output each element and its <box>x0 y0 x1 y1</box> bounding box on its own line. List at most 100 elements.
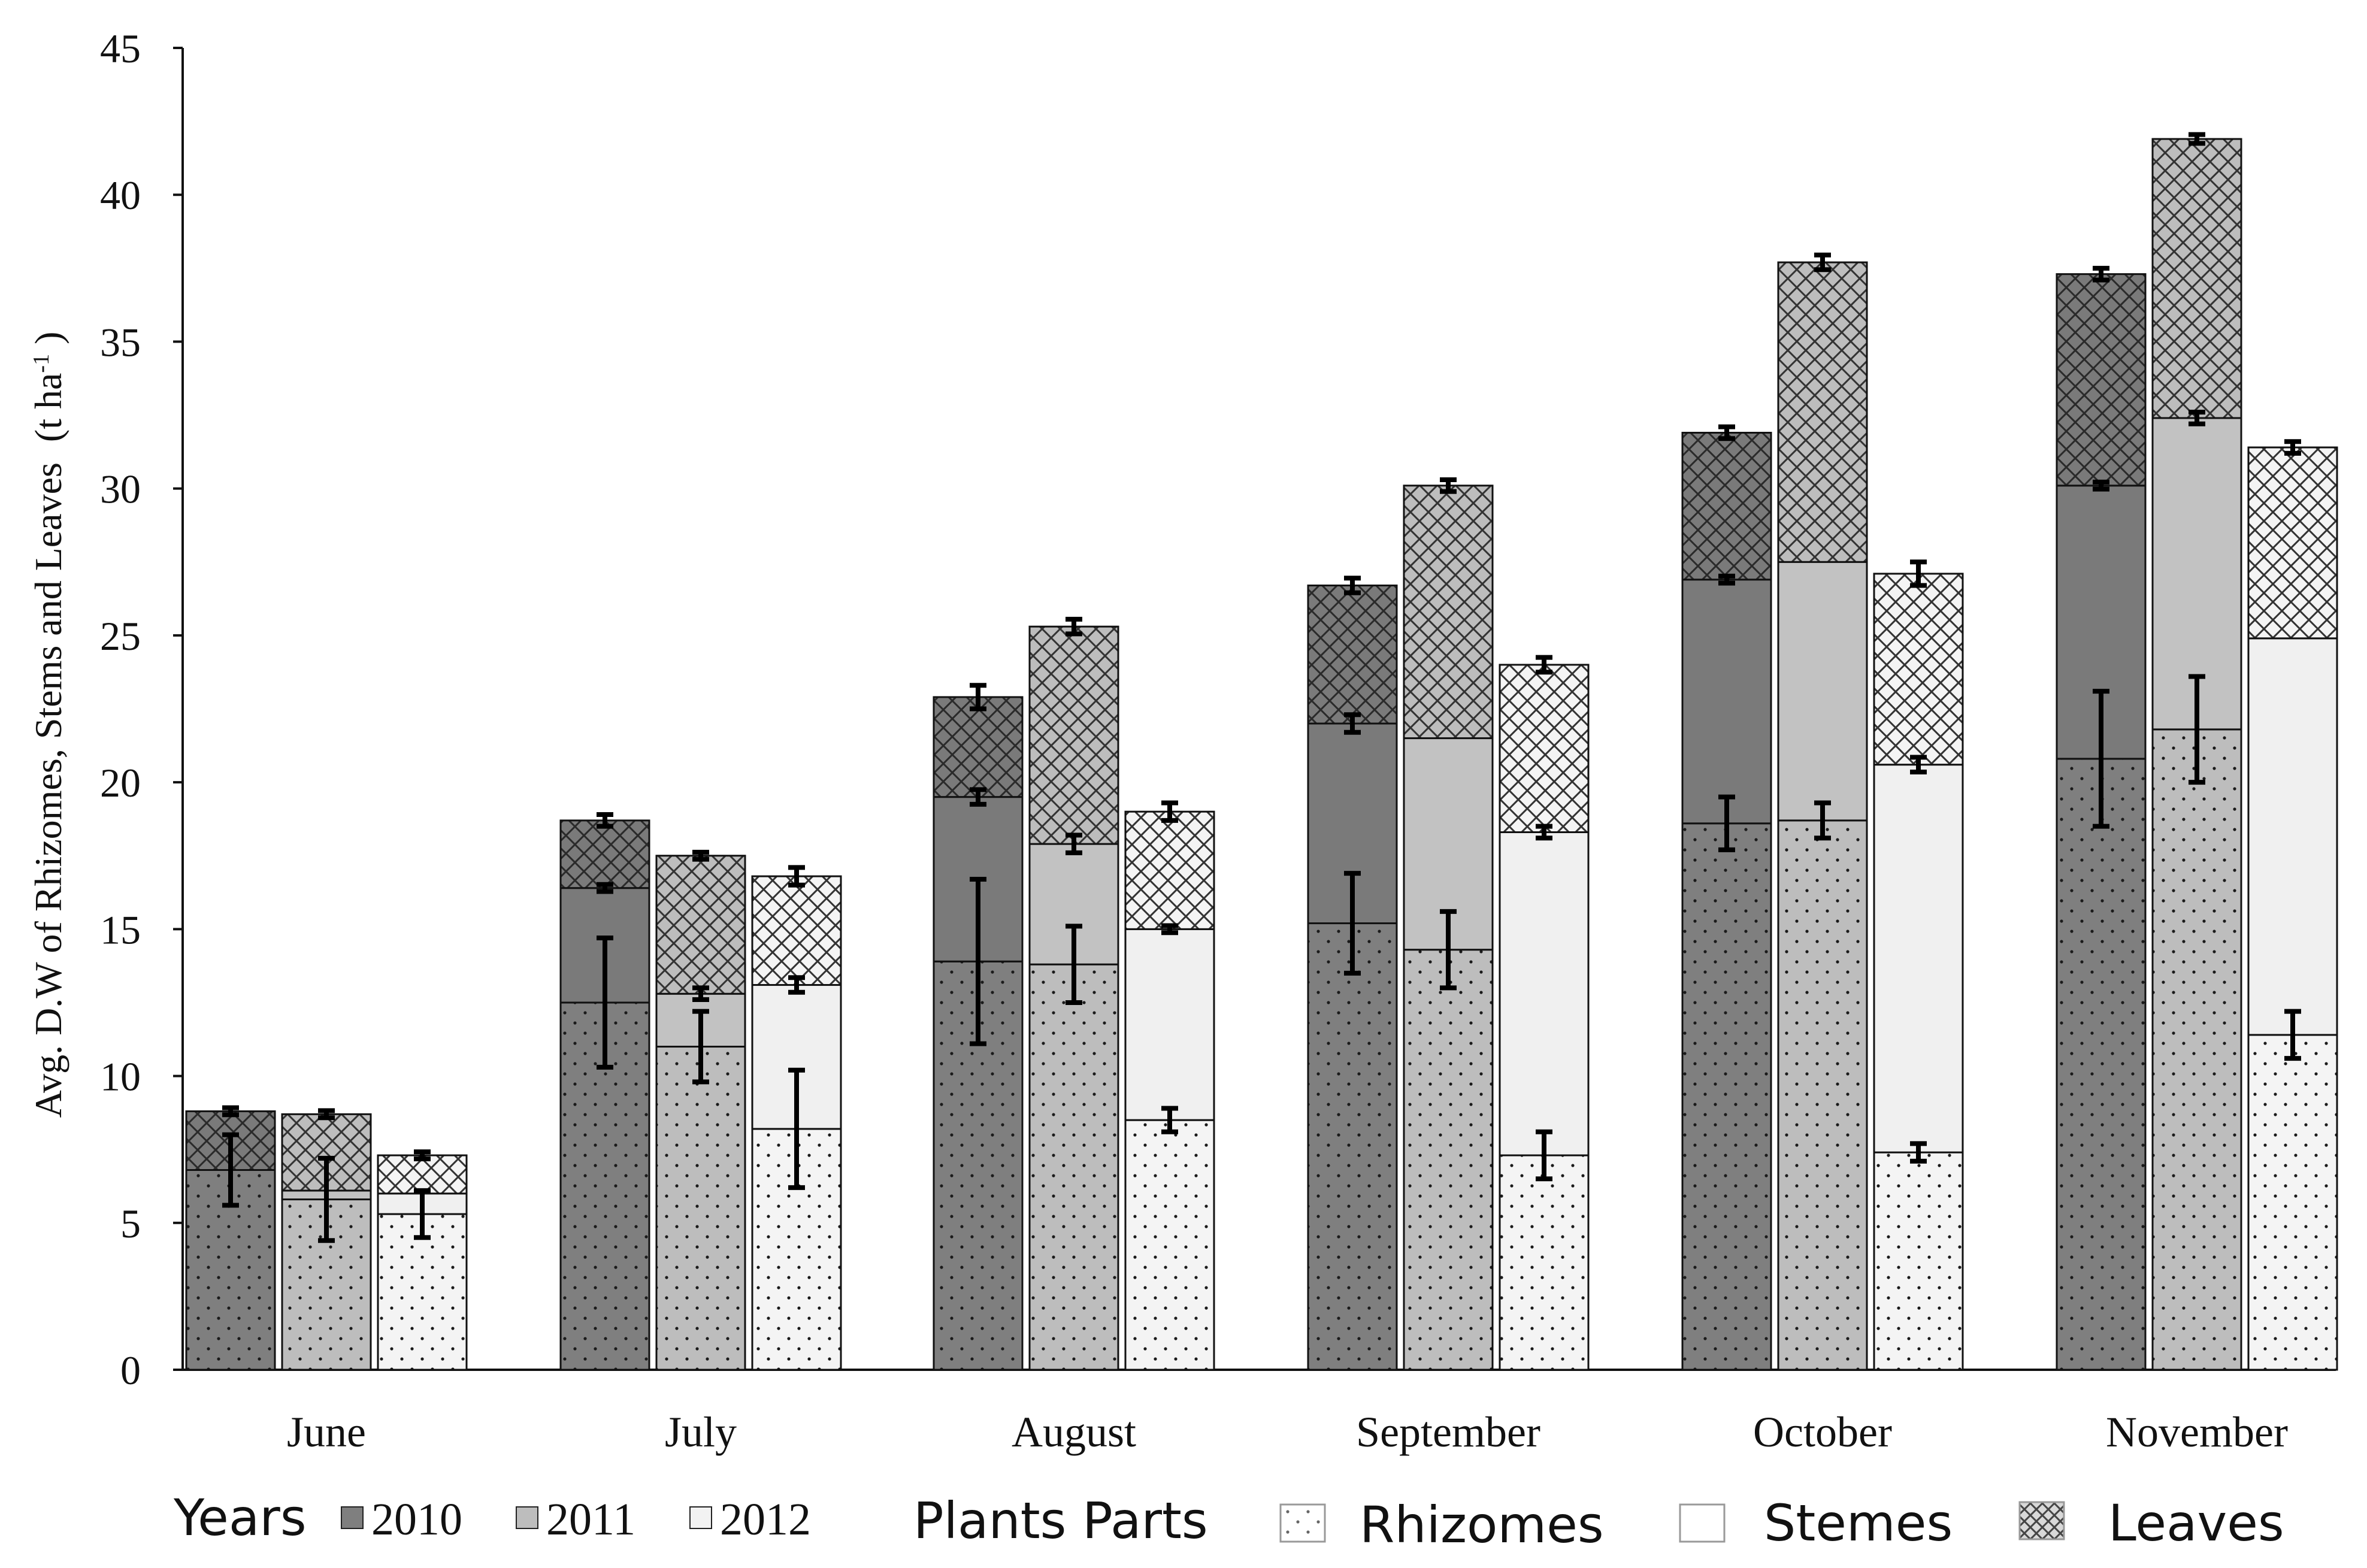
legend-item-2010: 2010 <box>341 1494 462 1545</box>
bar-2011-july <box>655 855 746 1371</box>
category-labels: June July August September October November <box>287 1408 2288 1456</box>
error-bar-total <box>222 1105 239 1118</box>
y-tick-label: 15 <box>100 907 141 952</box>
error-bar-rhizomes <box>2284 1009 2301 1061</box>
legend-label-2012: 2012 <box>720 1494 811 1545</box>
bar-2011-november <box>2151 138 2242 1371</box>
error-bar-total <box>597 812 613 829</box>
error-bar-total <box>1718 424 1735 441</box>
y-tick-label: 20 <box>100 760 141 806</box>
bar-2011-october <box>1777 261 1868 1371</box>
error-bar-rhizomes <box>318 1155 335 1243</box>
legend-swatch-2010 <box>341 1506 364 1529</box>
error-bar-rhizomes <box>1066 924 1082 1005</box>
error-bar-stems <box>1066 833 1082 855</box>
error-bar-stems <box>1718 573 1735 586</box>
error-bar-rhizomes <box>2093 689 2109 829</box>
error-bar-rhizomes <box>2189 674 2205 785</box>
category-label-june: June <box>287 1408 366 1456</box>
segment-leaves <box>1403 485 1494 740</box>
category-label-july: July <box>665 1408 737 1456</box>
segment-stems <box>1777 561 1868 822</box>
error-bar-total <box>788 865 805 888</box>
segment-rhizomes <box>1681 822 1772 1371</box>
segment-rhizomes <box>1028 963 1119 1371</box>
error-bar-stems <box>1161 923 1178 936</box>
error-bar-rhizomes <box>692 1009 709 1085</box>
segment-leaves <box>1681 431 1772 581</box>
segment-rhizomes <box>2247 1034 2338 1371</box>
segment-leaves <box>2247 446 2338 640</box>
error-bar-stems <box>1536 824 1552 841</box>
segment-rhizomes <box>1307 922 1398 1371</box>
bar-2010-september <box>1307 585 1398 1371</box>
legend-label-leaves: Leaves <box>2108 1494 2284 1552</box>
legend-item-stemes: Stemes <box>1679 1494 1953 1552</box>
bar-2011-september <box>1403 485 1494 1371</box>
legend-swatch-stemes <box>1679 1503 1726 1543</box>
error-bar-stems <box>2189 410 2205 426</box>
error-bar-rhizomes <box>788 1067 805 1190</box>
error-bar-stems <box>970 787 986 807</box>
legend-swatch-rhizomes <box>1279 1503 1326 1543</box>
error-bar-stems <box>788 975 805 995</box>
error-bar-stems <box>597 882 613 894</box>
error-bar-total <box>1161 800 1178 823</box>
segment-stems <box>2247 637 2338 1036</box>
segment-rhizomes <box>1873 1151 1964 1371</box>
bar-2012-august <box>1124 810 1215 1371</box>
error-bar-total <box>414 1149 431 1161</box>
segment-leaves <box>559 819 650 889</box>
segment-rhizomes <box>1499 1154 1590 1371</box>
y-tick-label: 35 <box>100 319 141 365</box>
error-bar-rhizomes <box>1910 1141 1927 1164</box>
error-bar-rhizomes <box>1344 871 1361 976</box>
error-bar-total <box>1440 477 1457 494</box>
segment-stems <box>1873 764 1964 1154</box>
error-bar-rhizomes <box>1536 1129 1552 1182</box>
y-tick-label: 25 <box>100 613 141 659</box>
error-bar-stems <box>692 985 709 1003</box>
segment-stems <box>1124 928 1215 1121</box>
legend-label-2010: 2010 <box>371 1494 462 1545</box>
segment-leaves <box>933 696 1024 798</box>
segment-leaves <box>1028 625 1119 845</box>
error-bar-rhizomes <box>1440 909 1457 991</box>
y-tick-labels: 0 5 10 15 20 25 30 35 40 45 <box>100 26 183 1393</box>
segment-stems <box>1499 831 1590 1157</box>
error-bar-total <box>2284 439 2301 456</box>
bar-2010-october <box>1681 431 1772 1371</box>
legend-item-leaves: Leaves <box>2018 1494 2284 1552</box>
legend: Years 2010 2011 2012 Plants Parts Rhizom… <box>173 1488 2284 1554</box>
y-tick-label: 30 <box>100 467 141 512</box>
y-tick-label: 5 <box>120 1201 141 1246</box>
error-bar-stems <box>1344 712 1361 735</box>
bars <box>185 138 2338 1371</box>
legend-label-2011: 2011 <box>546 1494 635 1545</box>
segment-rhizomes <box>2151 728 2242 1371</box>
error-bar-total <box>2093 265 2109 283</box>
bar-2010-august <box>933 696 1024 1371</box>
segment-rhizomes <box>2056 758 2147 1371</box>
segment-rhizomes <box>1777 819 1868 1371</box>
segment-leaves <box>1873 573 1964 766</box>
segment-leaves <box>1124 810 1215 930</box>
error-bar-total <box>970 683 986 712</box>
error-bar-rhizomes <box>597 936 613 1070</box>
segment-rhizomes <box>1403 949 1494 1371</box>
error-bar-rhizomes <box>1161 1106 1178 1134</box>
error-bar-rhizomes <box>1718 794 1735 852</box>
segment-leaves <box>751 875 842 986</box>
y-tick-label: 0 <box>120 1348 141 1393</box>
error-bar-rhizomes <box>222 1132 239 1208</box>
error-bar-total <box>1344 576 1361 595</box>
bar-2010-july <box>559 819 650 1371</box>
axes <box>181 48 2336 1371</box>
error-bar-total <box>2189 132 2205 146</box>
error-bar-total <box>318 1108 335 1121</box>
legend-item-rhizomes: Rhizomes <box>1279 1496 1604 1554</box>
error-bar-rhizomes <box>414 1188 431 1240</box>
bar-2012-november <box>2247 446 2338 1371</box>
segment-leaves <box>1307 585 1398 725</box>
